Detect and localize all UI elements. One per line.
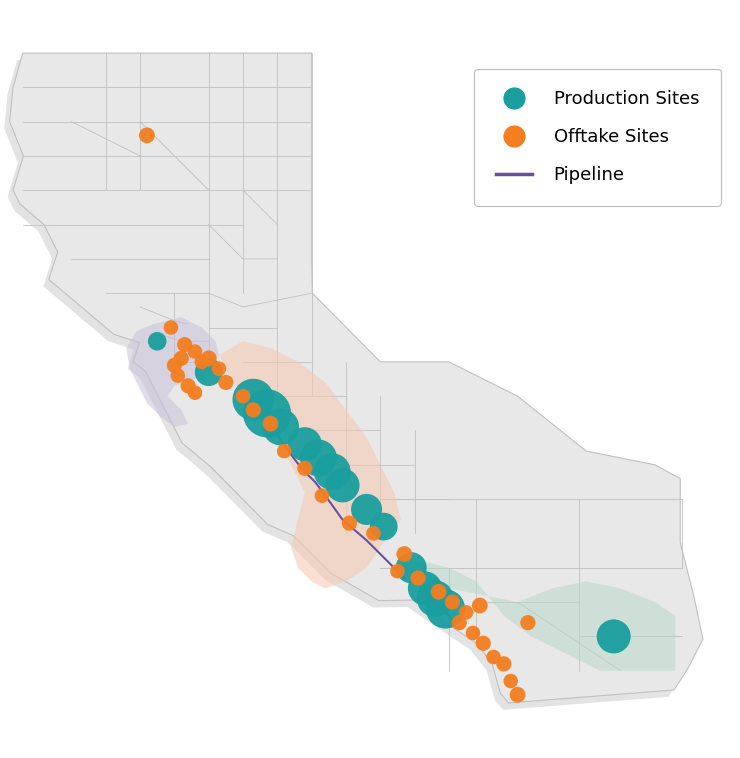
Point (446, 596, 458, 608)
Point (175, 352, 187, 365)
Point (213, 362, 225, 374)
Point (169, 359, 181, 371)
Point (275, 421, 286, 433)
Point (247, 404, 259, 416)
Point (312, 452, 324, 464)
Polygon shape (219, 341, 401, 588)
Point (182, 380, 194, 392)
Point (141, 130, 153, 142)
Point (247, 393, 259, 406)
Point (391, 565, 403, 578)
Point (440, 603, 451, 615)
Point (203, 352, 215, 365)
Point (172, 369, 184, 381)
Point (151, 335, 163, 347)
Point (419, 582, 431, 594)
Point (189, 346, 201, 358)
Point (220, 377, 232, 389)
Point (261, 407, 273, 419)
Point (378, 521, 390, 533)
Polygon shape (387, 561, 676, 671)
Point (343, 517, 355, 529)
Point (203, 366, 215, 378)
Point (360, 503, 372, 515)
Point (460, 606, 472, 619)
Point (189, 387, 201, 399)
Point (179, 339, 191, 351)
Polygon shape (10, 53, 703, 703)
Legend: Production Sites, Offtake Sites, Pipeline: Production Sites, Offtake Sites, Pipelin… (474, 69, 721, 205)
Point (488, 651, 500, 663)
Point (474, 600, 485, 612)
Point (165, 321, 177, 334)
Point (299, 462, 311, 475)
Point (316, 490, 328, 502)
Point (433, 586, 445, 598)
Point (278, 445, 290, 457)
Point (498, 658, 510, 670)
Point (608, 631, 619, 643)
Point (196, 356, 208, 368)
Point (429, 593, 441, 605)
Point (299, 438, 311, 450)
Point (505, 675, 517, 687)
Polygon shape (127, 318, 219, 427)
Point (454, 616, 465, 628)
Point (326, 465, 338, 478)
Point (511, 689, 523, 701)
Point (265, 418, 277, 430)
Point (477, 637, 489, 650)
Point (406, 562, 417, 574)
Point (467, 627, 479, 639)
Polygon shape (4, 60, 697, 709)
Point (337, 479, 349, 491)
Point (522, 616, 534, 628)
Point (398, 548, 410, 560)
Point (237, 390, 249, 402)
Point (368, 528, 380, 540)
Point (412, 572, 424, 584)
